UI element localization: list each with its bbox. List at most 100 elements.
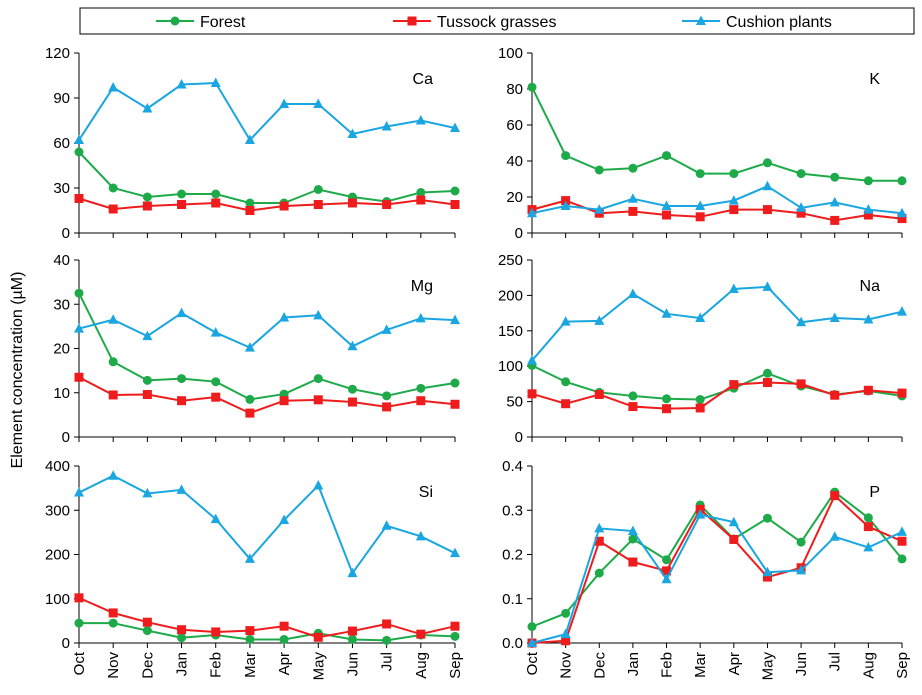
data-point-tussock-grasses [662, 566, 672, 576]
x-tick-label: Jul [827, 652, 844, 671]
y-tick-label: 20 [53, 341, 70, 358]
data-point-forest [897, 176, 907, 186]
data-point-cushion-plants [695, 200, 706, 210]
data-point-tussock-grasses [897, 536, 907, 546]
data-point-forest [108, 357, 118, 367]
y-tick-label: 100 [498, 358, 523, 375]
data-point-cushion-plants [661, 308, 672, 318]
legend-marker-tussock-grasses [407, 16, 417, 26]
data-point-forest [142, 626, 152, 636]
data-point-cushion-plants [176, 307, 187, 318]
data-point-cushion-plants [728, 195, 739, 205]
data-point-tussock-grasses [762, 377, 772, 387]
data-point-forest [313, 374, 323, 384]
data-point-tussock-grasses [830, 215, 840, 225]
y-tick-label: 0.1 [502, 591, 523, 608]
data-point-tussock-grasses [177, 625, 187, 635]
data-point-forest [830, 172, 840, 182]
data-point-tussock-grasses [594, 536, 604, 546]
panel-label-ca: Ca [413, 71, 434, 88]
series-forest [74, 288, 460, 404]
data-point-tussock-grasses [211, 392, 221, 402]
data-point-tussock-grasses [142, 617, 152, 627]
series-line-tussock-grasses [78, 376, 456, 415]
data-point-forest [108, 618, 118, 628]
data-point-tussock-grasses [74, 372, 84, 382]
data-point-tussock-grasses [313, 200, 323, 209]
y-tick-label: 0 [62, 429, 70, 446]
y-tick-label: 150 [498, 323, 523, 340]
x-tick-label: Mar [242, 652, 259, 678]
data-point-tussock-grasses [416, 195, 426, 205]
data-point-cushion-plants [347, 128, 358, 138]
data-point-cushion-plants [728, 283, 739, 294]
data-point-tussock-grasses [211, 198, 221, 208]
data-point-cushion-plants [381, 520, 392, 530]
series-cushion-plants [527, 281, 907, 365]
data-point-cushion-plants [863, 541, 874, 552]
panel-na: 0 50 100 150 200 250 Na [498, 252, 907, 446]
data-point-forest [382, 391, 392, 401]
data-point-tussock-grasses [662, 210, 672, 220]
x-tick-label: Nov [558, 652, 575, 679]
data-point-cushion-plants [210, 77, 221, 87]
data-point-forest [211, 189, 221, 199]
data-point-cushion-plants [829, 312, 840, 323]
data-point-forest [594, 568, 604, 578]
data-point-cushion-plants [897, 526, 907, 536]
data-point-forest [142, 375, 152, 385]
y-tick-label: 250 [498, 252, 523, 269]
data-point-tussock-grasses [416, 629, 426, 639]
data-point-tussock-grasses [245, 206, 255, 215]
series-line-tussock-grasses [531, 199, 903, 222]
data-point-cushion-plants [74, 134, 84, 144]
data-point-cushion-plants [560, 628, 571, 639]
data-point-cushion-plants [313, 479, 324, 490]
data-point-forest [527, 82, 537, 92]
data-point-cushion-plants [108, 314, 119, 324]
y-tick-label: 30 [53, 296, 70, 313]
series-line-forest [79, 622, 456, 642]
data-point-cushion-plants [415, 530, 426, 541]
x-tick-label: Oct [524, 651, 541, 675]
panel-mg: 0 10 20 30 40 Mg [53, 252, 460, 446]
y-tick-label: 200 [45, 547, 70, 564]
data-point-cushion-plants [728, 516, 739, 527]
legend-item-tussock-grasses: Tussock grasses [393, 14, 556, 31]
data-point-tussock-grasses [695, 403, 705, 413]
series-forest [527, 360, 907, 404]
data-point-forest [695, 169, 705, 179]
series-line-forest [531, 490, 903, 628]
data-point-tussock-grasses [863, 385, 873, 395]
data-point-tussock-grasses [142, 201, 152, 211]
x-tick-label: Dec [139, 652, 156, 679]
data-point-forest [695, 394, 705, 404]
y-tick-label: 10 [53, 385, 70, 402]
y-tick-label: 50 [506, 394, 523, 411]
data-point-tussock-grasses [527, 389, 537, 399]
y-tick-label: 60 [53, 135, 70, 152]
data-point-forest [863, 513, 873, 523]
y-tick-label: 20 [506, 189, 523, 206]
data-point-tussock-grasses [74, 194, 84, 203]
data-point-cushion-plants [863, 204, 874, 214]
y-tick-label: 40 [506, 153, 523, 170]
data-point-tussock-grasses [729, 205, 739, 215]
series-cushion-plants [527, 509, 907, 647]
x-tick-label: Mar [692, 652, 709, 678]
data-point-forest [245, 634, 255, 644]
data-point-forest [796, 537, 806, 547]
data-point-cushion-plants [313, 309, 324, 320]
data-point-forest [561, 377, 571, 387]
data-point-tussock-grasses [279, 201, 289, 211]
series-tussock-grasses [527, 196, 907, 225]
x-tick-label: Sep [894, 652, 911, 679]
data-point-cushion-plants [347, 340, 358, 351]
y-tick-label: 60 [506, 117, 523, 134]
data-point-cushion-plants [695, 509, 706, 519]
data-point-cushion-plants [313, 98, 324, 108]
data-point-tussock-grasses [561, 399, 571, 409]
x-tick-label: May [759, 652, 776, 681]
y-tick-label: 30 [53, 180, 70, 197]
data-point-forest [729, 169, 739, 179]
